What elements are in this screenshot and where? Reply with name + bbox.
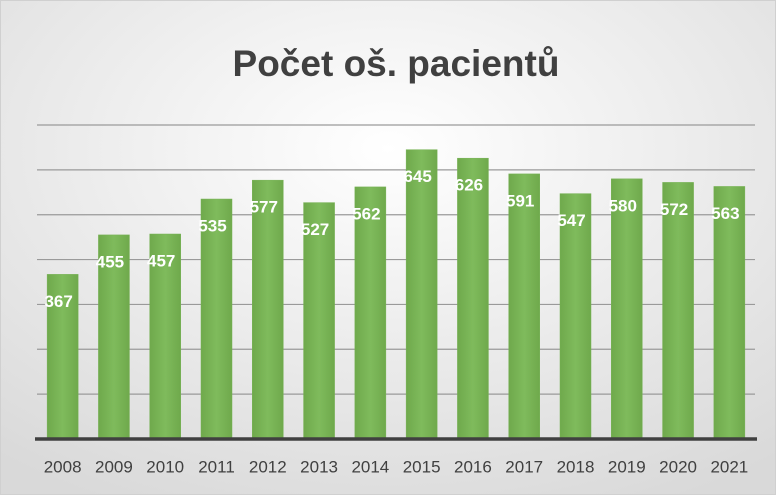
x-tick-label: 2018: [557, 457, 595, 476]
data-label: 562: [352, 204, 380, 223]
bar: [46, 274, 79, 440]
x-tick-label: 2016: [454, 457, 492, 476]
x-tick-label: 2017: [505, 457, 543, 476]
x-tick-label: 2014: [351, 457, 389, 476]
x-tick-label: 2021: [710, 457, 748, 476]
x-tick-label: 2009: [95, 457, 133, 476]
x-tick-label: 2015: [403, 457, 441, 476]
bar: [98, 234, 130, 440]
x-tick-label: 2012: [249, 457, 287, 476]
bar: [611, 178, 643, 440]
chart-title: Počet oš. pacientů: [233, 43, 560, 84]
data-label: 457: [147, 251, 175, 270]
bar: [713, 186, 746, 440]
data-label: 527: [301, 220, 329, 239]
data-label: 645: [403, 167, 431, 186]
x-tick-label: 2011: [198, 457, 235, 476]
data-label: 563: [711, 204, 739, 223]
data-label: 455: [96, 252, 124, 271]
bar: [559, 193, 592, 440]
bar: [457, 157, 489, 440]
x-tick-label: 2010: [146, 457, 184, 476]
data-label: 547: [557, 211, 585, 230]
bar: [252, 179, 284, 440]
bar: [354, 186, 387, 440]
data-label: 572: [660, 200, 688, 219]
x-tick-label: 2013: [300, 457, 338, 476]
data-label: 577: [250, 198, 278, 217]
bar: [662, 182, 694, 440]
x-tick-label: 2008: [44, 457, 82, 476]
bar: [405, 149, 438, 440]
bar: [303, 202, 335, 440]
x-tick-label: 2020: [659, 457, 697, 476]
x-tick-label: 2019: [608, 457, 646, 476]
data-label: 367: [44, 292, 72, 311]
data-label: 591: [506, 191, 534, 210]
data-label: 626: [455, 176, 483, 195]
bar: [508, 173, 540, 440]
bar: [149, 233, 181, 440]
bar: [200, 198, 233, 440]
data-label: 580: [609, 196, 637, 215]
data-label: 535: [198, 216, 226, 235]
